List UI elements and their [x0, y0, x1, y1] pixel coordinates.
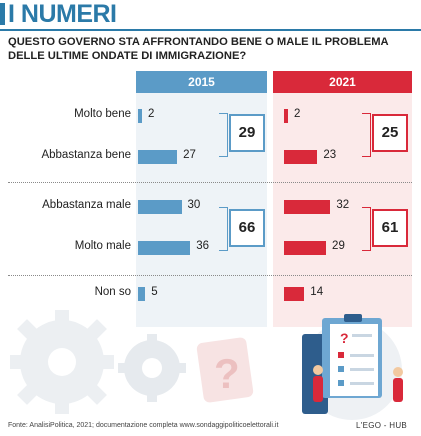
column-background-2015 — [136, 71, 267, 327]
header-rule — [0, 29, 421, 31]
total-bracket-2015 — [219, 207, 228, 251]
value-label-2015: 27 — [183, 149, 196, 161]
value-label-2021: 14 — [310, 286, 324, 298]
separator — [8, 182, 412, 183]
value-label-2021: 23 — [323, 149, 337, 161]
header-bar: I NUMERI — [0, 0, 421, 28]
value-label-2015: 5 — [151, 286, 158, 298]
bar-2021 — [284, 200, 331, 214]
brand-logo: L'EGO - HUB — [356, 421, 408, 430]
category-label: Molto bene — [74, 108, 131, 120]
total-box-2021: 25 — [372, 114, 408, 152]
gear-icon — [10, 310, 114, 414]
bar-2015 — [138, 109, 142, 123]
page-title: I NUMERI — [8, 0, 117, 28]
gear-icon — [118, 334, 186, 402]
svg-text:?: ? — [340, 330, 349, 346]
column-header-2021: 2021 — [273, 71, 412, 93]
separator — [8, 275, 412, 276]
total-box-2015: 29 — [229, 114, 265, 152]
total-box-2021: 61 — [372, 209, 408, 247]
total-box-2015: 66 — [229, 209, 265, 247]
value-label-2021: 2 — [294, 108, 301, 120]
value-label-2015: 2 — [148, 108, 155, 120]
total-bracket-2015 — [219, 113, 228, 157]
bar-2021 — [284, 109, 288, 123]
decorative-illustration: ? ? — [10, 310, 403, 420]
total-bracket-2021 — [362, 207, 371, 251]
value-label-2015: 36 — [196, 240, 209, 252]
question-mark-icon: ? — [196, 337, 254, 403]
bar-2015 — [138, 241, 191, 255]
value-label-2015: 30 — [187, 199, 201, 211]
column-background-2021 — [273, 71, 412, 327]
header-accent — [0, 3, 5, 25]
category-label: Abbastanza male — [42, 199, 131, 211]
category-label: Non so — [94, 286, 131, 298]
bar-2021 — [284, 241, 327, 255]
bar-2021 — [284, 287, 305, 301]
svg-text:?: ? — [214, 350, 240, 397]
source-note: Fonte: AnalisiPolitica, 2021; documentaz… — [8, 422, 279, 429]
bar-2021 — [284, 150, 318, 164]
column-header-2015: 2015 — [136, 71, 267, 93]
total-bracket-2021 — [362, 113, 371, 157]
value-label-2021: 32 — [336, 199, 350, 211]
category-label: Abbastanza bene — [41, 149, 131, 161]
survey-clipboard-icon: ? — [302, 314, 403, 420]
value-label-2021: 29 — [332, 240, 345, 252]
bar-2015 — [138, 150, 178, 164]
bar-2015 — [138, 200, 182, 214]
bar-2015 — [138, 287, 146, 301]
category-label: Molto male — [74, 240, 131, 252]
chart-question: QUESTO GOVERNO STA AFFRONTANDO BENE O MA… — [8, 36, 389, 62]
